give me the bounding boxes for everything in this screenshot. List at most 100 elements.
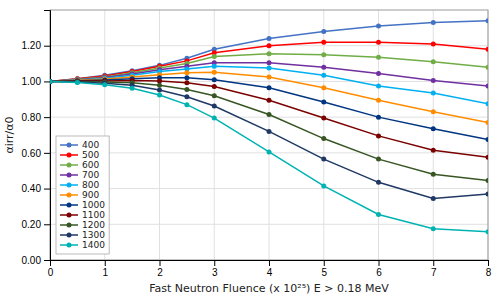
y-tick-label: 0.40 <box>22 183 42 194</box>
x-tick-mark <box>105 260 106 266</box>
y-tick-label: 0.80 <box>22 112 42 123</box>
grid <box>50 10 488 260</box>
legend-label: 1100 <box>82 210 105 220</box>
legend-swatch-marker <box>67 173 72 178</box>
series-point <box>50 79 53 84</box>
series-point <box>157 88 162 93</box>
series <box>50 79 488 201</box>
grid-line-x <box>159 10 160 260</box>
series-point <box>321 116 326 121</box>
series-point <box>50 79 53 84</box>
series-point <box>376 212 381 217</box>
x-tick: 4 <box>267 260 273 278</box>
legend-swatch-marker <box>67 233 72 238</box>
legend-box <box>56 136 109 254</box>
series-group <box>50 18 488 234</box>
series-point <box>486 137 489 142</box>
legend-label: 1000 <box>82 200 105 210</box>
series-point <box>321 85 326 90</box>
series-point <box>184 87 189 92</box>
series-point <box>267 98 272 103</box>
series-point <box>321 29 326 34</box>
legend-item: 1300 <box>60 230 105 240</box>
x-tick-label: 4 <box>267 267 273 278</box>
series-point <box>431 196 436 201</box>
x-tick-label: 5 <box>321 267 327 278</box>
series-point <box>431 41 436 46</box>
series-point <box>267 36 272 41</box>
legend-swatch-marker <box>67 203 72 208</box>
x-tick-label: 1 <box>102 267 108 278</box>
series <box>50 79 488 183</box>
series-point <box>486 178 489 183</box>
y-tick-mark <box>44 260 50 261</box>
legend-label: 600 <box>82 160 99 170</box>
legend-label: 1300 <box>82 230 105 240</box>
plot-area: 0123456780.000.200.400.600.801.001.20400… <box>22 10 492 278</box>
y-tick: 0.00 <box>22 255 50 266</box>
y-tick-label: 0.60 <box>22 148 42 159</box>
series-point <box>50 79 53 84</box>
x-tick-label: 2 <box>157 267 163 278</box>
series-point <box>267 149 272 154</box>
series-point <box>321 52 326 57</box>
y-tick-label: 0.20 <box>22 219 42 230</box>
series-point <box>50 79 53 84</box>
series-point <box>321 73 326 78</box>
chart: 0123456780.000.200.400.600.801.001.20400… <box>0 0 500 298</box>
legend: 40050060070080090010001100120013001400 <box>56 136 109 254</box>
legend-item: 1200 <box>60 220 105 230</box>
series-point <box>267 112 272 117</box>
series-point <box>376 115 381 120</box>
series-point <box>50 79 53 84</box>
series-point <box>267 60 272 65</box>
legend-label: 700 <box>82 170 99 180</box>
series-point <box>184 70 189 75</box>
legend-items: 40050060070080090010001100120013001400 <box>60 140 105 250</box>
legend-swatch-marker <box>67 183 72 188</box>
series-point <box>321 40 326 45</box>
legend-item: 1400 <box>60 240 105 250</box>
series-point <box>376 24 381 29</box>
series-point <box>267 85 272 90</box>
series-point <box>431 109 436 114</box>
series-point <box>376 157 381 162</box>
series-point <box>267 66 272 71</box>
y-tick: 0.20 <box>22 219 50 230</box>
grid-line-y <box>50 188 488 189</box>
x-tick: 0 <box>48 260 54 278</box>
legend-item: 500 <box>60 150 99 160</box>
series-point <box>486 83 489 88</box>
legend-swatch-marker <box>67 143 72 148</box>
y-tick-label: 0.00 <box>22 255 42 266</box>
series-point <box>212 70 217 75</box>
grid-line-y <box>50 224 488 225</box>
legend-swatch-marker <box>67 193 72 198</box>
series-point <box>376 55 381 60</box>
series-point <box>486 120 489 125</box>
x-tick-label: 6 <box>376 267 382 278</box>
series-point <box>486 47 489 52</box>
series-line <box>50 66 488 104</box>
series-point <box>212 104 217 109</box>
series-point <box>376 71 381 76</box>
y-tick-label: 1.00 <box>22 76 42 87</box>
x-tick: 3 <box>212 260 218 278</box>
series-point <box>75 79 80 84</box>
series-line <box>50 81 488 231</box>
legend-swatch-marker <box>67 153 72 158</box>
y-tick: 0.60 <box>22 148 50 159</box>
y-axis: 0.000.200.400.600.801.001.20 <box>22 11 51 266</box>
x-tick-label: 3 <box>212 267 218 278</box>
grid-line-x <box>433 10 434 260</box>
series-point <box>431 59 436 64</box>
series-point <box>102 82 107 87</box>
series-line <box>50 21 488 82</box>
legend-item: 400 <box>60 140 99 150</box>
x-tick-mark <box>324 260 325 266</box>
series-point <box>184 102 189 107</box>
series-point <box>486 229 489 234</box>
y-axis-title: αirr/α0 <box>3 116 16 153</box>
legend-swatch-marker <box>67 163 72 168</box>
legend-label: 400 <box>82 140 99 150</box>
